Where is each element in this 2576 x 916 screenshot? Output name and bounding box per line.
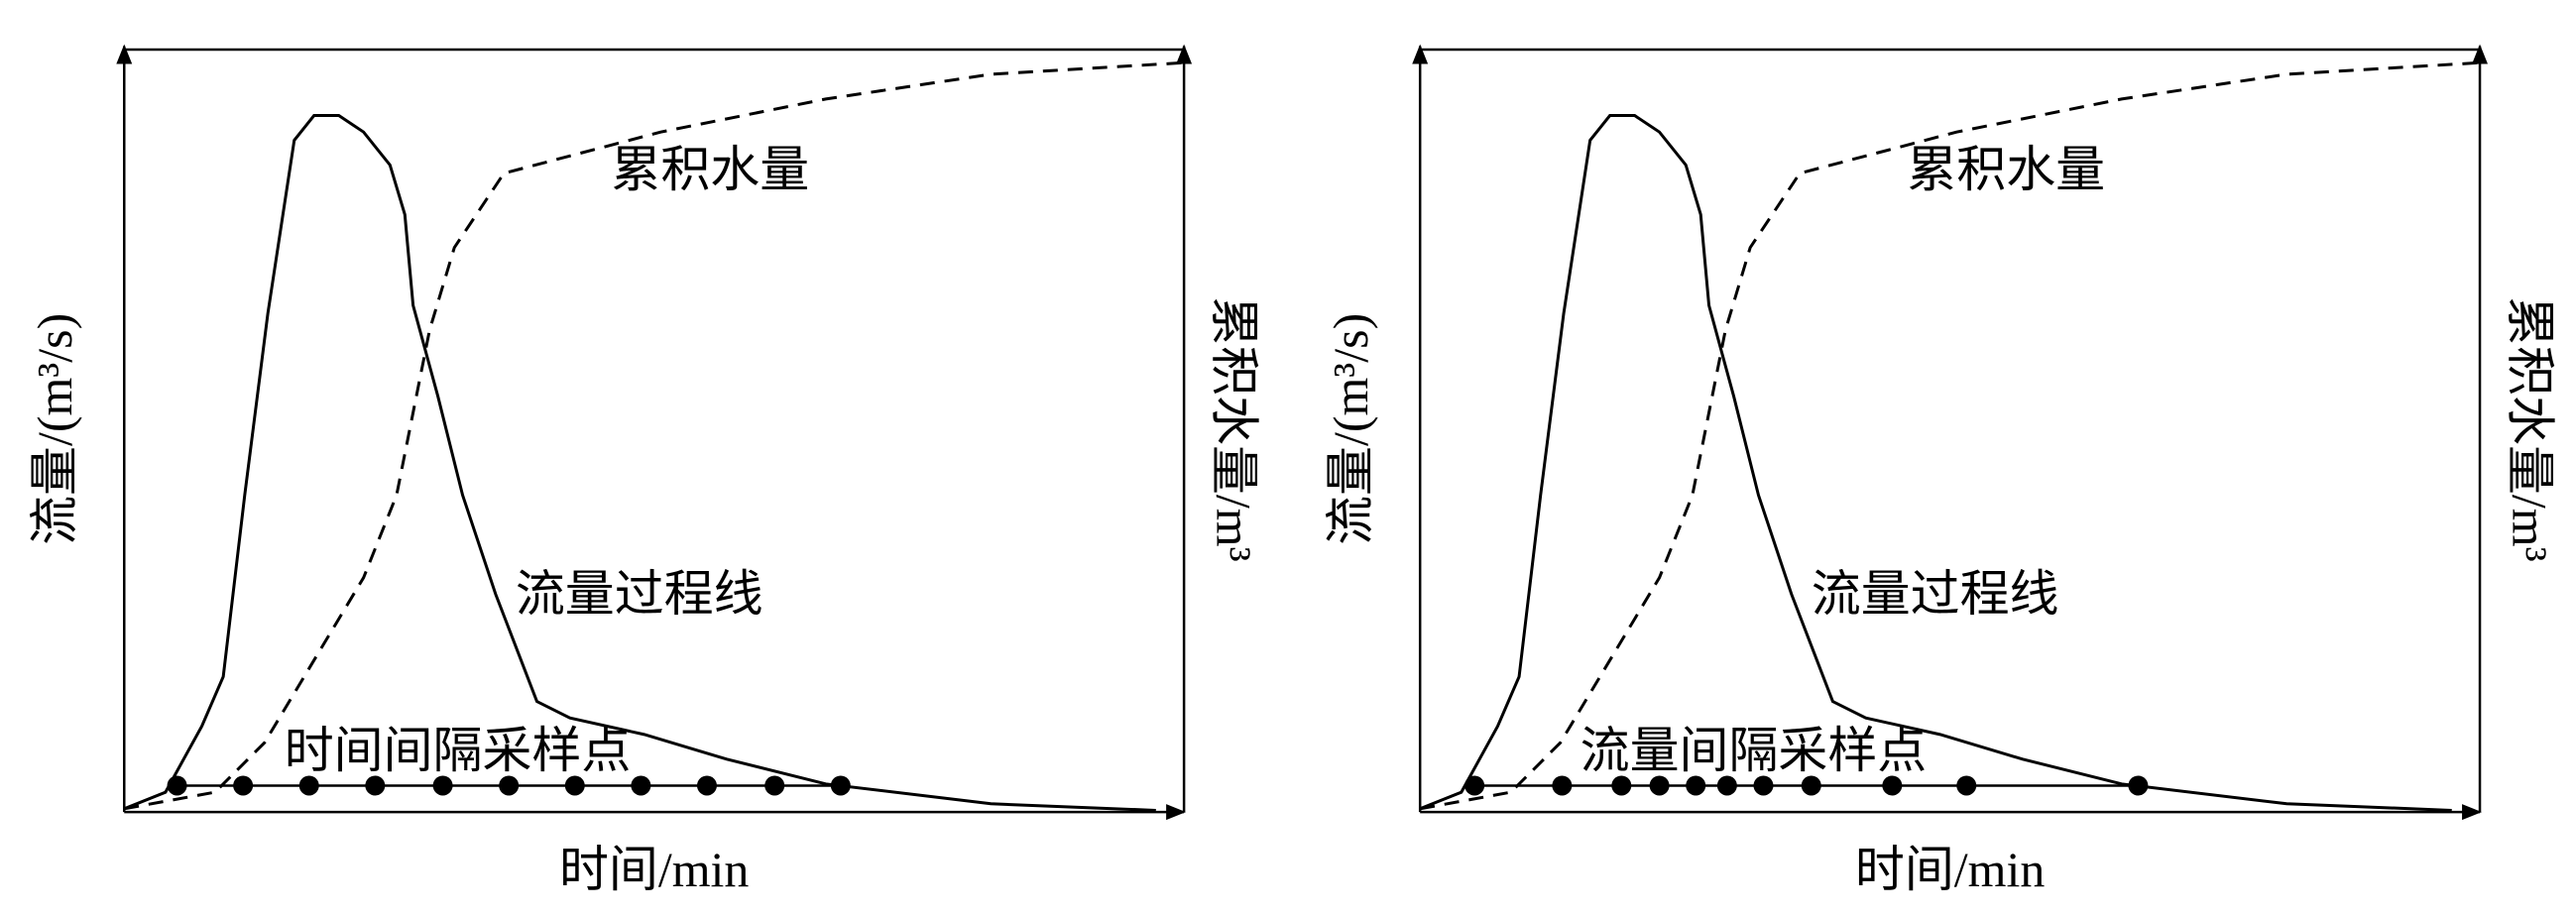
sampling-point xyxy=(564,775,585,796)
sampling-point xyxy=(1552,775,1573,796)
sampling-point xyxy=(1464,775,1485,796)
sampling-point xyxy=(1753,775,1774,796)
sampling-point xyxy=(499,775,520,796)
sampling-point xyxy=(1801,775,1821,796)
sampling-point xyxy=(696,775,717,796)
cumulative-curve xyxy=(1419,60,2481,811)
sampling-point xyxy=(298,775,319,796)
sampling-point xyxy=(2128,775,2149,796)
sampling-point xyxy=(1611,775,1632,796)
sampling-point xyxy=(1649,775,1670,796)
sampling-label: 流量间隔采样点 xyxy=(1581,723,1928,778)
y-label: 流量/(m³/s) xyxy=(27,313,82,545)
cumulative-label: 累积水量 xyxy=(1907,142,2105,197)
sampling-point xyxy=(1882,775,1903,796)
sampling-point xyxy=(365,775,386,796)
y2-label: 累积水量/m³ xyxy=(1206,296,1261,561)
x-label: 时间/min xyxy=(559,842,749,897)
sampling-point xyxy=(1686,775,1706,796)
flow-label: 流量过程线 xyxy=(516,566,763,622)
sampling-point xyxy=(1956,775,1977,796)
sampling-point xyxy=(167,775,187,796)
sampling-point xyxy=(233,775,254,796)
y-label: 流量/(m³/s) xyxy=(1323,313,1378,545)
cumulative-label: 累积水量 xyxy=(611,142,809,197)
cumulative-curve xyxy=(124,60,1185,811)
y2-label: 累积水量/m³ xyxy=(2502,296,2557,561)
sampling-point xyxy=(1716,775,1737,796)
sampling-point xyxy=(830,775,851,796)
flow-label: 流量过程线 xyxy=(1812,566,2059,622)
sampling-point xyxy=(432,775,453,796)
sampling-point xyxy=(764,775,785,796)
flow-curve xyxy=(123,114,1156,812)
sampling-label: 时间间隔采样点 xyxy=(285,723,632,778)
sampling-point xyxy=(631,775,651,796)
flow-curve xyxy=(1419,114,2452,812)
x-label: 时间/min xyxy=(1855,842,2045,897)
